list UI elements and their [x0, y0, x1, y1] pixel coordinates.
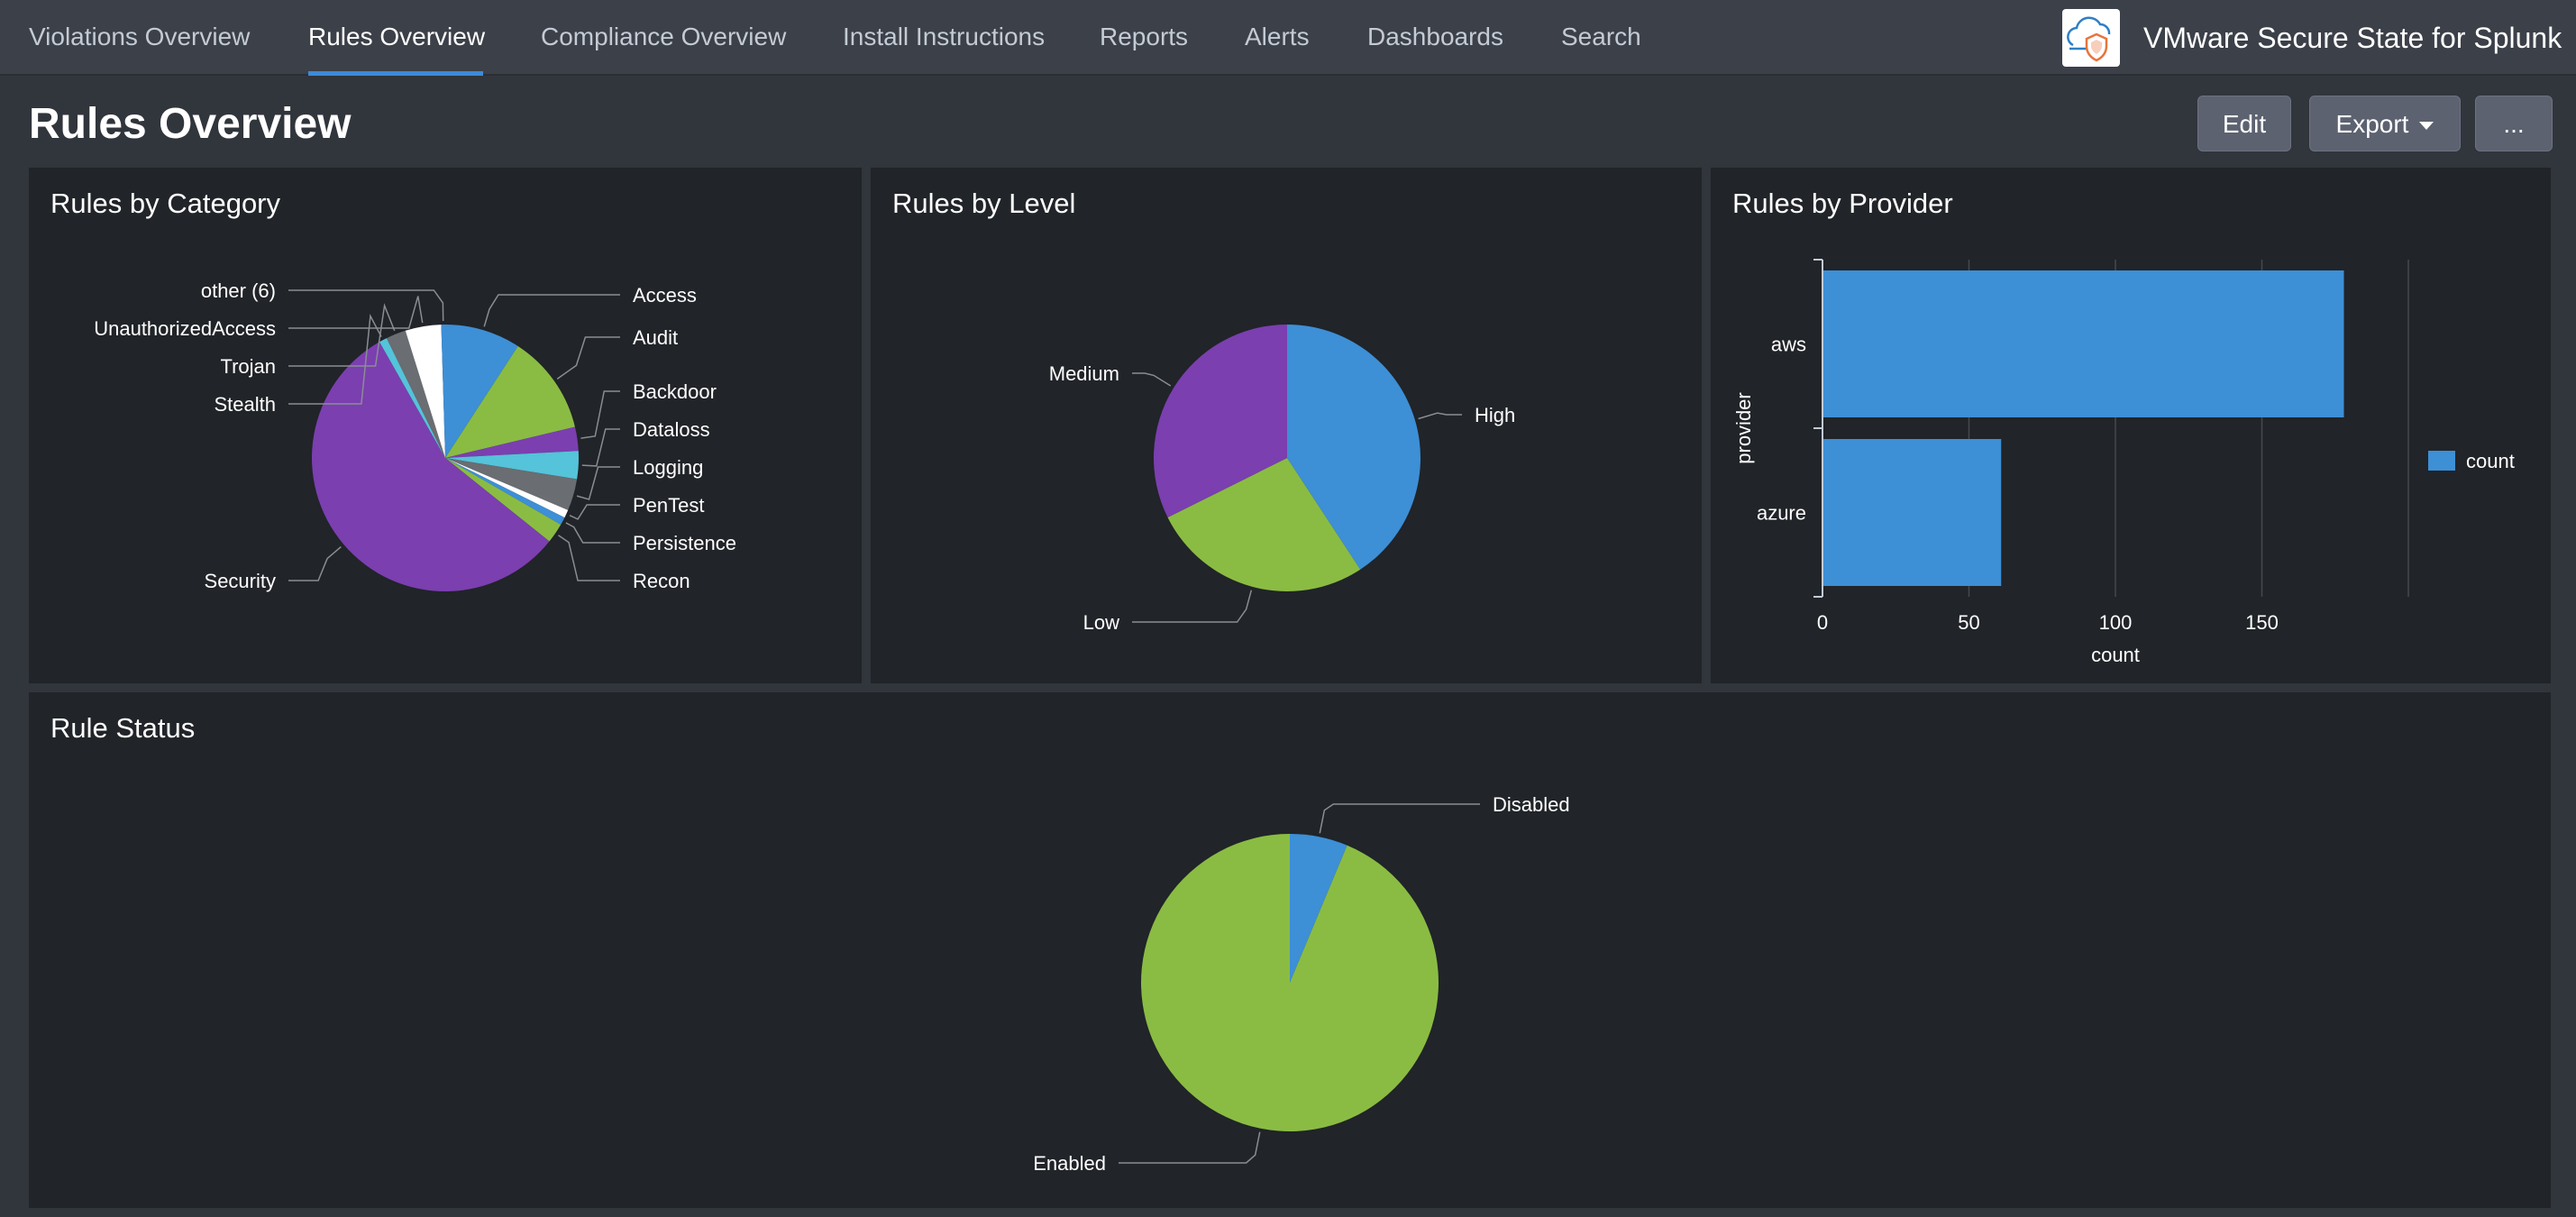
pie-label-access: Access — [633, 284, 697, 307]
pie-label-pentest: PenTest — [633, 494, 705, 517]
pie-label-security: Security — [205, 570, 276, 592]
pie-label-high: High — [1475, 404, 1515, 426]
panel-rule-status: Rule Status Disabled Enabled — [29, 692, 2551, 1208]
pie-slice-trojan[interactable] — [386, 330, 445, 458]
more-actions-label: ... — [2503, 110, 2525, 138]
panel-title: Rules by Provider — [1732, 188, 1953, 219]
x-tick-label: 100 — [2099, 611, 2133, 634]
panel-title: Rules by Category — [50, 188, 281, 219]
bar-aws[interactable] — [1822, 270, 2344, 417]
pie-slice-security[interactable] — [312, 342, 550, 592]
pie-label-recon: Recon — [633, 570, 690, 592]
level-pie-chart[interactable]: High Low Medium — [871, 168, 1702, 683]
leader-line — [288, 314, 382, 405]
x-axis-title: count — [2091, 644, 2140, 666]
tab-dashboards[interactable]: Dashboards — [1367, 23, 1503, 50]
more-actions-button[interactable]: ... — [2475, 96, 2553, 151]
pie-label-trojan: Trojan — [220, 355, 276, 378]
edit-button[interactable]: Edit — [2197, 96, 2291, 151]
panel-rules-by-level: Rules by Level High Low Medium — [871, 168, 1702, 683]
pie-slice-low[interactable] — [1167, 458, 1361, 591]
panel-rules-by-category: Rules by Category Access Audit Backdoor Dat… — [29, 168, 862, 683]
pie-slice-backdoor[interactable] — [445, 426, 579, 458]
legend-label[interactable]: count — [2466, 450, 2515, 472]
leader-line — [1319, 803, 1480, 834]
pie-slice-logging[interactable] — [445, 458, 578, 510]
pie-slice-other-6[interactable] — [441, 325, 445, 458]
y-axis-title: provider — [1732, 392, 1755, 463]
pie-slice-dataloss[interactable] — [445, 451, 579, 480]
pie-slice-audit[interactable] — [445, 345, 575, 458]
bar-azure[interactable] — [1822, 439, 2002, 586]
leader-line — [565, 522, 620, 544]
leader-line — [1418, 412, 1462, 420]
pie-label-persistence: Persistence — [633, 532, 736, 554]
x-tick-label: 150 — [2245, 611, 2279, 634]
pie-slice-recon[interactable] — [445, 458, 562, 542]
pie-label-enabled: Enabled — [1033, 1152, 1106, 1175]
pie-label-backdoor: Backdoor — [633, 380, 717, 403]
export-button-label: Export — [2335, 110, 2409, 138]
tab-violations-overview[interactable]: Violations Overview — [29, 23, 251, 50]
pie-slice-stealth[interactable] — [379, 338, 445, 458]
active-tab-indicator — [308, 71, 483, 76]
x-tick-label: 50 — [1958, 611, 1979, 634]
leader-line — [558, 535, 620, 581]
pie-slice-high[interactable] — [1287, 325, 1420, 570]
pie-slice-persistence[interactable] — [445, 458, 565, 525]
status-pie-chart[interactable]: Disabled Enabled — [29, 692, 2551, 1208]
leader-line — [569, 504, 620, 520]
leader-line — [288, 296, 424, 329]
page-title: Rules Overview — [29, 100, 352, 148]
leader-line — [288, 546, 342, 581]
pie-slice-pentest[interactable] — [445, 458, 569, 518]
pie-slice-access[interactable] — [445, 325, 518, 458]
tab-reports[interactable]: Reports — [1100, 23, 1189, 50]
provider-bar-chart[interactable]: aws azure 0 50 100 150 count provider count — [1711, 168, 2551, 683]
pie-slice-medium[interactable] — [1154, 325, 1287, 517]
top-nav: Violations Overview Rules Overview Compl… — [0, 0, 2576, 76]
tab-install-instructions[interactable]: Install Instructions — [843, 23, 1046, 50]
leader-line — [1132, 372, 1172, 387]
tab-alerts[interactable]: Alerts — [1245, 23, 1310, 50]
leader-line — [1132, 590, 1253, 623]
export-button[interactable]: Export — [2309, 96, 2461, 151]
app-title: VMware Secure State for Splunk — [2143, 22, 2562, 54]
y-tick-label-aws: aws — [1771, 334, 1806, 356]
legend-swatch — [2428, 451, 2455, 471]
pie-label-stealth: Stealth — [215, 393, 277, 416]
cloud-shield-icon — [2062, 9, 2120, 67]
tab-compliance-overview[interactable]: Compliance Overview — [541, 23, 787, 50]
leader-line — [288, 289, 444, 322]
pie-slice-enabled[interactable] — [1141, 834, 1439, 1131]
pie-label-low: Low — [1083, 611, 1119, 634]
leader-line — [556, 336, 620, 380]
leader-line — [580, 390, 620, 439]
leader-line — [581, 428, 620, 467]
pie-label-medium: Medium — [1049, 362, 1119, 385]
leader-line — [1119, 1131, 1261, 1164]
leader-line — [483, 294, 620, 327]
pie-label-audit: Audit — [633, 326, 678, 349]
caret-down-icon — [2419, 122, 2434, 131]
pie-label-dataloss: Dataloss — [633, 418, 710, 441]
leader-line — [576, 466, 620, 500]
pie-label-disabled: Disabled — [1493, 793, 1570, 816]
edit-button-label: Edit — [2222, 110, 2267, 138]
pie-label-unauthorizedaccess: UnauthorizedAccess — [94, 317, 276, 340]
pie-slice-unauthorizedaccess[interactable] — [405, 325, 445, 458]
tab-rules-overview[interactable]: Rules Overview — [308, 23, 486, 50]
pie-label-logging: Logging — [633, 456, 703, 479]
pie-label-other-6: other (6) — [201, 279, 276, 302]
leader-line — [288, 303, 396, 367]
tab-search[interactable]: Search — [1561, 23, 1641, 50]
x-tick-label: 0 — [1817, 611, 1828, 634]
y-tick-label-azure: azure — [1757, 502, 1806, 525]
panel-title: Rules by Level — [892, 188, 1076, 219]
panel-rules-by-provider: Rules by Provider aws azure 0 50 100 150 count… — [1711, 168, 2551, 683]
panel-title: Rule Status — [50, 712, 196, 744]
category-pie-chart[interactable]: Access Audit Backdoor Dataloss Logging PenTes… — [29, 168, 862, 683]
pie-slice-disabled[interactable] — [1290, 834, 1347, 983]
